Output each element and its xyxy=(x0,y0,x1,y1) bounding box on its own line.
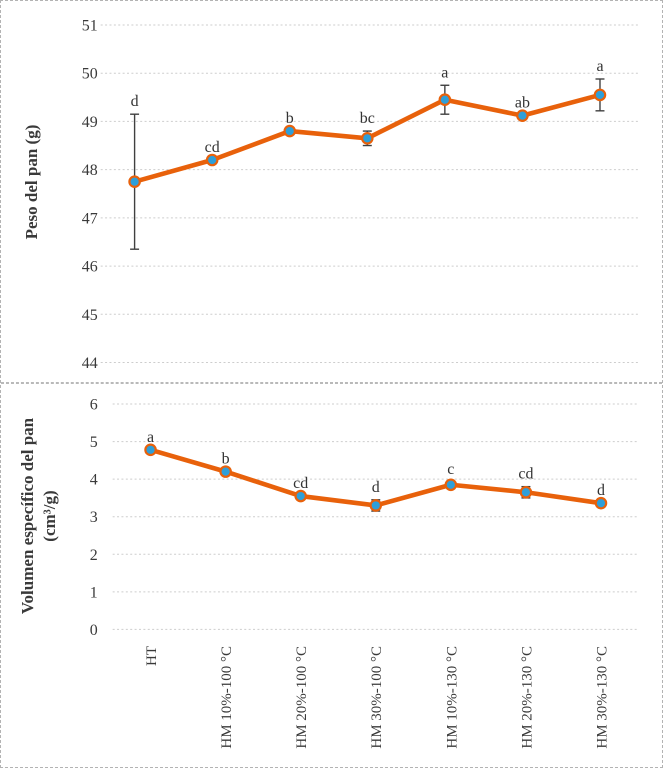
point-label: cd xyxy=(518,466,533,483)
x-category-label: HM 20%-100 °C xyxy=(294,646,310,749)
y-tick-label: 2 xyxy=(90,547,98,564)
data-point-marker xyxy=(369,499,383,512)
data-point-marker xyxy=(516,109,529,122)
x-category-label: HM 10%-130 °C xyxy=(444,646,460,749)
y-tick-label: 1 xyxy=(90,584,98,601)
x-category-label: HM 30%-130 °C xyxy=(594,646,610,749)
point-label: d xyxy=(131,93,139,110)
data-point-marker xyxy=(444,478,458,492)
y-tick-label: 49 xyxy=(82,114,98,131)
data-point-marker xyxy=(144,443,157,457)
y-tick-label: 45 xyxy=(82,307,98,324)
y-tick-label: 44 xyxy=(82,355,98,372)
y-tick-label: 50 xyxy=(82,66,98,83)
data-point-marker xyxy=(438,93,452,107)
data-point-marker xyxy=(594,496,608,510)
y-tick-label: 47 xyxy=(82,210,98,227)
point-label: cd xyxy=(293,475,308,492)
point-label: cd xyxy=(205,139,220,156)
y-tick-label: 3 xyxy=(90,509,98,526)
y-tick-label: 48 xyxy=(82,162,98,179)
peso-del-pan-chart: Peso del pan (g) 44 45 46 47 48 49 50 51 d cd b bc a… xyxy=(1,1,662,383)
point-label: b xyxy=(222,451,230,468)
data-point-marker xyxy=(128,175,141,188)
point-label: b xyxy=(286,110,294,127)
point-label: a xyxy=(596,58,603,75)
x-category-label: HM 10%-100 °C xyxy=(219,646,235,749)
y-tick-label: 51 xyxy=(82,17,98,34)
x-category-label: HM 20%-130 °C xyxy=(519,646,535,749)
data-point-marker xyxy=(219,465,232,478)
y-tick-label: 46 xyxy=(82,259,98,276)
x-category-label: HM 30%-100 °C xyxy=(369,646,385,749)
peso-chart-svg: 44 45 46 47 48 49 50 51 d cd b bc a ab a xyxy=(82,17,641,372)
volumen-chart-svg: 0 1 2 3 4 5 6 a b cd d c cd d HT HM 10%-100 °C HM 20%-10… xyxy=(90,396,640,749)
y-tick-label: 6 xyxy=(90,396,98,413)
x-category-label: HT xyxy=(144,646,160,666)
point-label: c xyxy=(447,461,454,478)
y-tick-label: 0 xyxy=(90,622,98,639)
point-label: ab xyxy=(515,95,530,112)
y-tick-label: 4 xyxy=(90,472,98,489)
point-label: d xyxy=(597,482,605,499)
data-point-marker xyxy=(283,124,297,138)
point-label: a xyxy=(441,64,448,81)
data-point-marker xyxy=(294,489,307,503)
point-label: a xyxy=(147,429,154,446)
data-point-marker xyxy=(361,132,374,145)
point-label: bc xyxy=(360,110,375,127)
data-point-marker xyxy=(593,88,607,102)
data-point-marker xyxy=(519,485,533,499)
y-tick-label: 5 xyxy=(90,434,98,451)
data-point-marker xyxy=(205,153,219,167)
point-label: d xyxy=(372,479,380,496)
